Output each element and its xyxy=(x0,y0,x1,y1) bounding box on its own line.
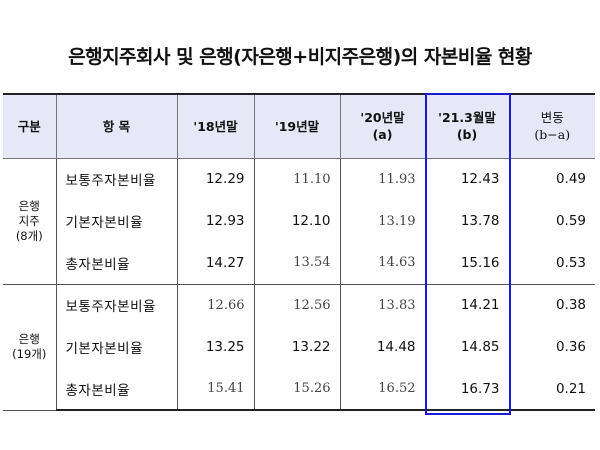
value-2018: 12.66 xyxy=(176,284,254,326)
item-label: 기본자본비율 xyxy=(55,326,177,368)
value-2021q1: 14.21 xyxy=(424,284,509,326)
value-2021q1: 12.43 xyxy=(424,158,509,200)
header-change-sub: (b−a) xyxy=(534,127,571,143)
value-2019: 13.54 xyxy=(253,242,340,285)
value-change: 0.21 xyxy=(508,368,595,411)
item-label: 보통주자본비율 xyxy=(55,284,177,326)
header-2020-sub: (a) xyxy=(372,127,393,143)
value-change: 0.49 xyxy=(508,158,595,200)
value-2019: 13.22 xyxy=(253,326,340,368)
value-2021q1: 13.78 xyxy=(424,200,509,242)
header-item: 항 목 xyxy=(55,93,177,159)
header-2021q1: '21.3월말 (b) xyxy=(424,93,509,159)
header-2019: '19년말 xyxy=(253,93,340,159)
value-2020: 13.19 xyxy=(339,200,425,242)
value-2019: 11.10 xyxy=(253,158,340,200)
value-change: 0.38 xyxy=(508,284,595,326)
group-label-bank: 은행 (19개) xyxy=(3,284,56,411)
value-2020: 14.48 xyxy=(339,326,425,368)
value-change: 0.36 xyxy=(508,326,595,368)
table-row: 총자본비율 14.27 13.54 14.63 15.16 0.53 xyxy=(3,242,595,285)
table-row: 기본자본비율 13.25 13.22 14.48 14.85 0.36 xyxy=(3,326,595,368)
item-label: 보통주자본비율 xyxy=(55,158,177,200)
header-2020-label: '20년말 xyxy=(360,110,405,126)
header-row: 구분 항 목 '18년말 '19년말 '20년말 (a) '21.3월말 (b)… xyxy=(3,93,595,159)
value-2020: 16.52 xyxy=(339,368,425,411)
value-2020: 13.83 xyxy=(339,284,425,326)
value-2021q1: 14.85 xyxy=(424,326,509,368)
header-2021q1-sub: (b) xyxy=(456,127,478,143)
header-change: 변동 (b−a) xyxy=(508,93,595,159)
header-2020: '20년말 (a) xyxy=(339,93,425,159)
page-title: 은행지주회사 및 은행(자은행+비지주은행)의 자본비율 현황 xyxy=(68,46,532,68)
header-2021q1-label: '21.3월말 xyxy=(438,110,496,126)
value-2019: 15.26 xyxy=(253,368,340,411)
table-row: 총자본비율 15.41 15.26 16.52 16.73 0.21 xyxy=(3,368,595,411)
value-2021q1: 16.73 xyxy=(424,368,509,411)
capital-ratio-table: 구분 항 목 '18년말 '19년말 '20년말 (a) '21.3월말 (b)… xyxy=(3,93,595,411)
value-2020: 14.63 xyxy=(339,242,425,285)
group-label-count: (8개) xyxy=(15,228,43,243)
group-label-holding: 은행 지주 (8개) xyxy=(3,158,56,285)
group-label-line: 지주 xyxy=(18,213,40,228)
group-label-line: 은행 xyxy=(18,198,40,213)
group-label-count: (19개) xyxy=(12,347,47,361)
value-2018: 15.41 xyxy=(176,368,254,411)
table-row: 은행 (19개) 보통주자본비율 12.66 12.56 13.83 14.21… xyxy=(3,284,595,411)
table-row: 은행 지주 (8개) 보통주자본비율 12.29 11.10 11.93 12.… xyxy=(3,158,595,285)
header-2018: '18년말 xyxy=(176,93,254,159)
value-2019: 12.56 xyxy=(253,284,340,326)
group-label-line: 은행 xyxy=(18,332,40,346)
value-2019: 12.10 xyxy=(253,200,340,242)
table-row: 기본자본비율 12.93 12.10 13.19 13.78 0.59 xyxy=(3,200,595,242)
item-label: 기본자본비율 xyxy=(55,200,177,242)
value-2018: 14.27 xyxy=(176,242,254,285)
header-change-label: 변동 xyxy=(540,110,564,126)
value-change: 0.59 xyxy=(508,200,595,242)
value-2018: 12.29 xyxy=(176,158,254,200)
item-label: 총자본비율 xyxy=(55,368,177,411)
item-label: 총자본비율 xyxy=(55,242,177,285)
value-2020: 11.93 xyxy=(339,158,425,200)
value-2021q1: 15.16 xyxy=(424,242,509,285)
value-2018: 13.25 xyxy=(176,326,254,368)
value-2018: 12.93 xyxy=(176,200,254,242)
header-group: 구분 xyxy=(3,93,56,159)
value-change: 0.53 xyxy=(508,242,595,285)
